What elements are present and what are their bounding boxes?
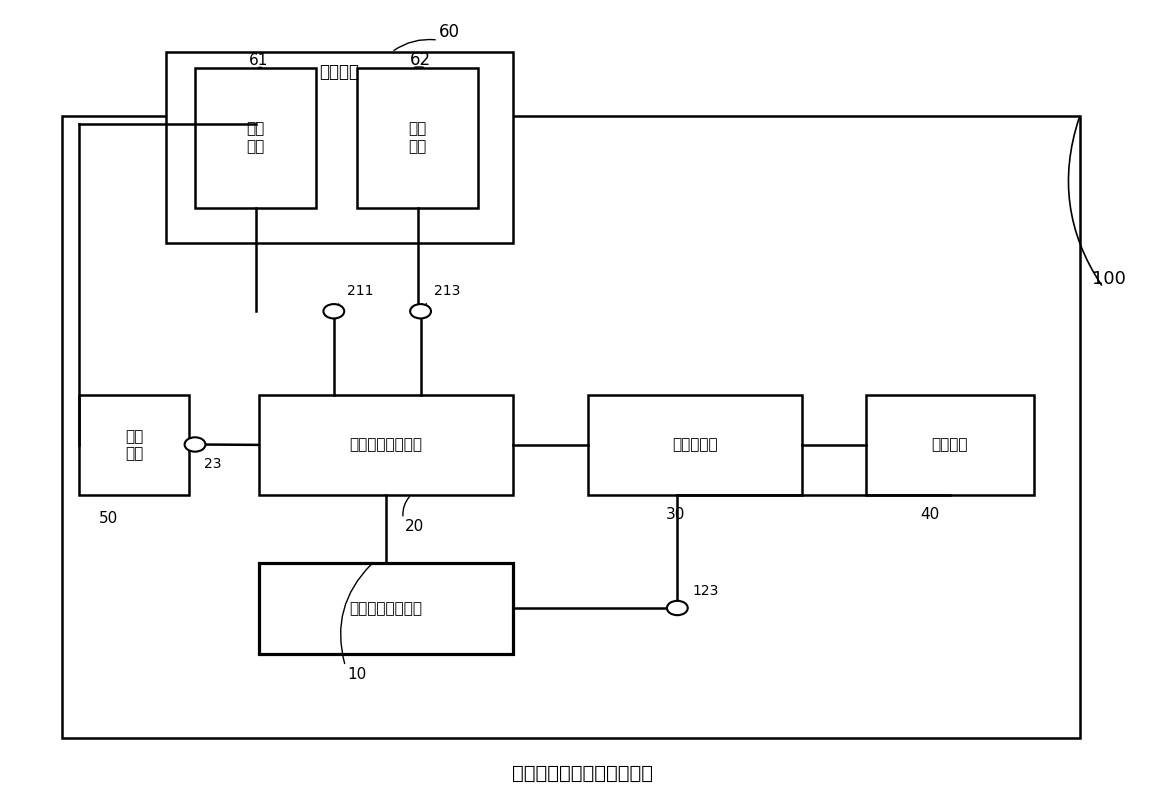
Text: 充电
端口: 充电 端口 [409, 122, 426, 154]
Text: 100: 100 [1092, 270, 1125, 289]
Bar [356, 68, 479, 208]
Bar [62, 116, 1080, 738]
Text: 复位芯片: 复位芯片 [932, 438, 968, 452]
Text: 20: 20 [405, 519, 424, 534]
Bar [259, 563, 513, 654]
Text: 电池
端口: 电池 端口 [247, 122, 264, 154]
Text: 10: 10 [347, 667, 367, 682]
Circle shape [324, 304, 344, 318]
Text: 30: 30 [665, 507, 685, 522]
Text: 充放电电路: 充放电电路 [672, 438, 718, 452]
Text: 213: 213 [435, 284, 461, 297]
Circle shape [184, 438, 205, 451]
Circle shape [410, 304, 431, 318]
Text: 控制
单元: 控制 单元 [125, 429, 143, 461]
Bar [167, 52, 513, 243]
Text: 60: 60 [439, 23, 460, 41]
Text: 50: 50 [99, 511, 118, 526]
Text: 62: 62 [410, 51, 431, 69]
Text: 40: 40 [920, 507, 939, 522]
Text: 第一开关切换装置: 第一开关切换装置 [350, 601, 423, 616]
Bar [195, 68, 317, 208]
Circle shape [666, 600, 687, 615]
Bar [79, 395, 189, 495]
Bar [259, 395, 513, 495]
Text: 211: 211 [346, 284, 373, 297]
Text: 第二开关切换装置: 第二开关切换装置 [350, 438, 423, 452]
Bar [866, 395, 1033, 495]
Text: 23: 23 [204, 457, 221, 472]
Text: 61: 61 [249, 52, 268, 68]
Text: 电子产品充电功能测试装置: 电子产品充电功能测试装置 [511, 764, 654, 783]
Text: 123: 123 [692, 584, 719, 598]
Text: 电子产品: 电子产品 [319, 63, 360, 81]
Bar [588, 395, 803, 495]
